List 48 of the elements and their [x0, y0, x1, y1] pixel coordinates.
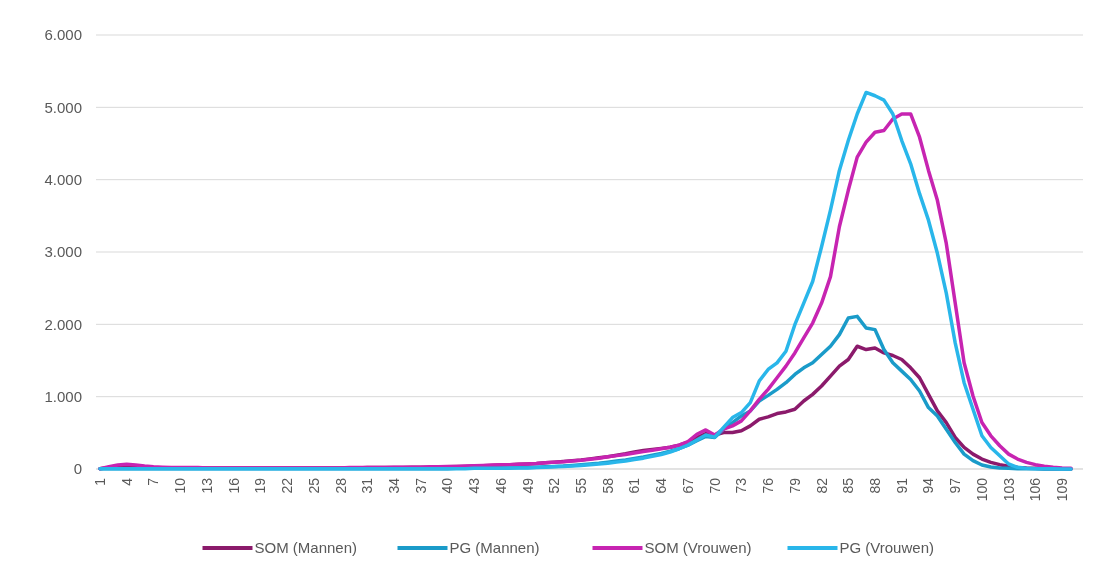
- x-tick-label: 61: [626, 477, 643, 494]
- x-tick-label: 64: [653, 477, 670, 494]
- x-tick-label: 40: [439, 477, 456, 494]
- x-tick-label: 82: [813, 477, 830, 494]
- x-tick-label: 109: [1054, 477, 1071, 502]
- x-tick-label: 37: [412, 477, 429, 494]
- x-tick-label: 28: [332, 477, 349, 494]
- x-tick-label: 22: [279, 477, 296, 494]
- x-tick-label: 103: [1000, 477, 1017, 502]
- legend-label: SOM (Mannen): [254, 539, 358, 557]
- x-tick-label: 52: [546, 477, 563, 494]
- x-tick-label: 91: [893, 477, 910, 494]
- x-tick-label: 19: [252, 477, 269, 494]
- y-tick-label: 1.000: [44, 387, 82, 405]
- x-tick-label: 4: [118, 477, 135, 486]
- x-tick-label: 97: [947, 477, 964, 494]
- x-tick-label: 106: [1027, 477, 1044, 502]
- x-tick-label: 88: [867, 477, 884, 494]
- legend-label: PG (Vrouwen): [839, 539, 934, 557]
- x-tick-label: 25: [305, 477, 322, 494]
- x-tick-label: 79: [786, 477, 803, 494]
- y-tick-label: 4.000: [44, 170, 82, 188]
- x-tick-label: 7: [145, 477, 162, 486]
- x-tick-label: 55: [573, 477, 590, 494]
- x-tick-label: 76: [760, 477, 777, 494]
- x-tick-label: 1: [92, 477, 108, 486]
- x-tick-label: 67: [679, 477, 696, 494]
- x-tick-label: 49: [519, 477, 536, 494]
- x-tick-label: 73: [733, 477, 750, 494]
- x-tick-label: 70: [706, 477, 723, 494]
- x-tick-label: 100: [973, 477, 990, 502]
- legend-label: SOM (Vrouwen): [644, 539, 752, 557]
- x-tick-label: 34: [385, 477, 402, 494]
- x-tick-label: 31: [359, 477, 376, 494]
- x-tick-label: 85: [840, 477, 857, 494]
- y-tick-label: 2.000: [44, 315, 82, 333]
- x-tick-label: 94: [920, 477, 937, 494]
- y-tick-label: 6.000: [44, 26, 82, 44]
- y-tick-label: 0: [73, 460, 82, 478]
- x-tick-label: 13: [198, 477, 215, 494]
- x-tick-label: 46: [492, 477, 509, 494]
- y-tick-label: 5.000: [44, 98, 82, 116]
- y-tick-label: 3.000: [44, 243, 82, 261]
- x-tick-label: 16: [225, 477, 242, 494]
- legend-label: PG (Mannen): [449, 539, 540, 557]
- x-tick-label: 58: [599, 477, 616, 494]
- x-tick-label: 10: [172, 477, 189, 494]
- x-tick-label: 43: [466, 477, 483, 494]
